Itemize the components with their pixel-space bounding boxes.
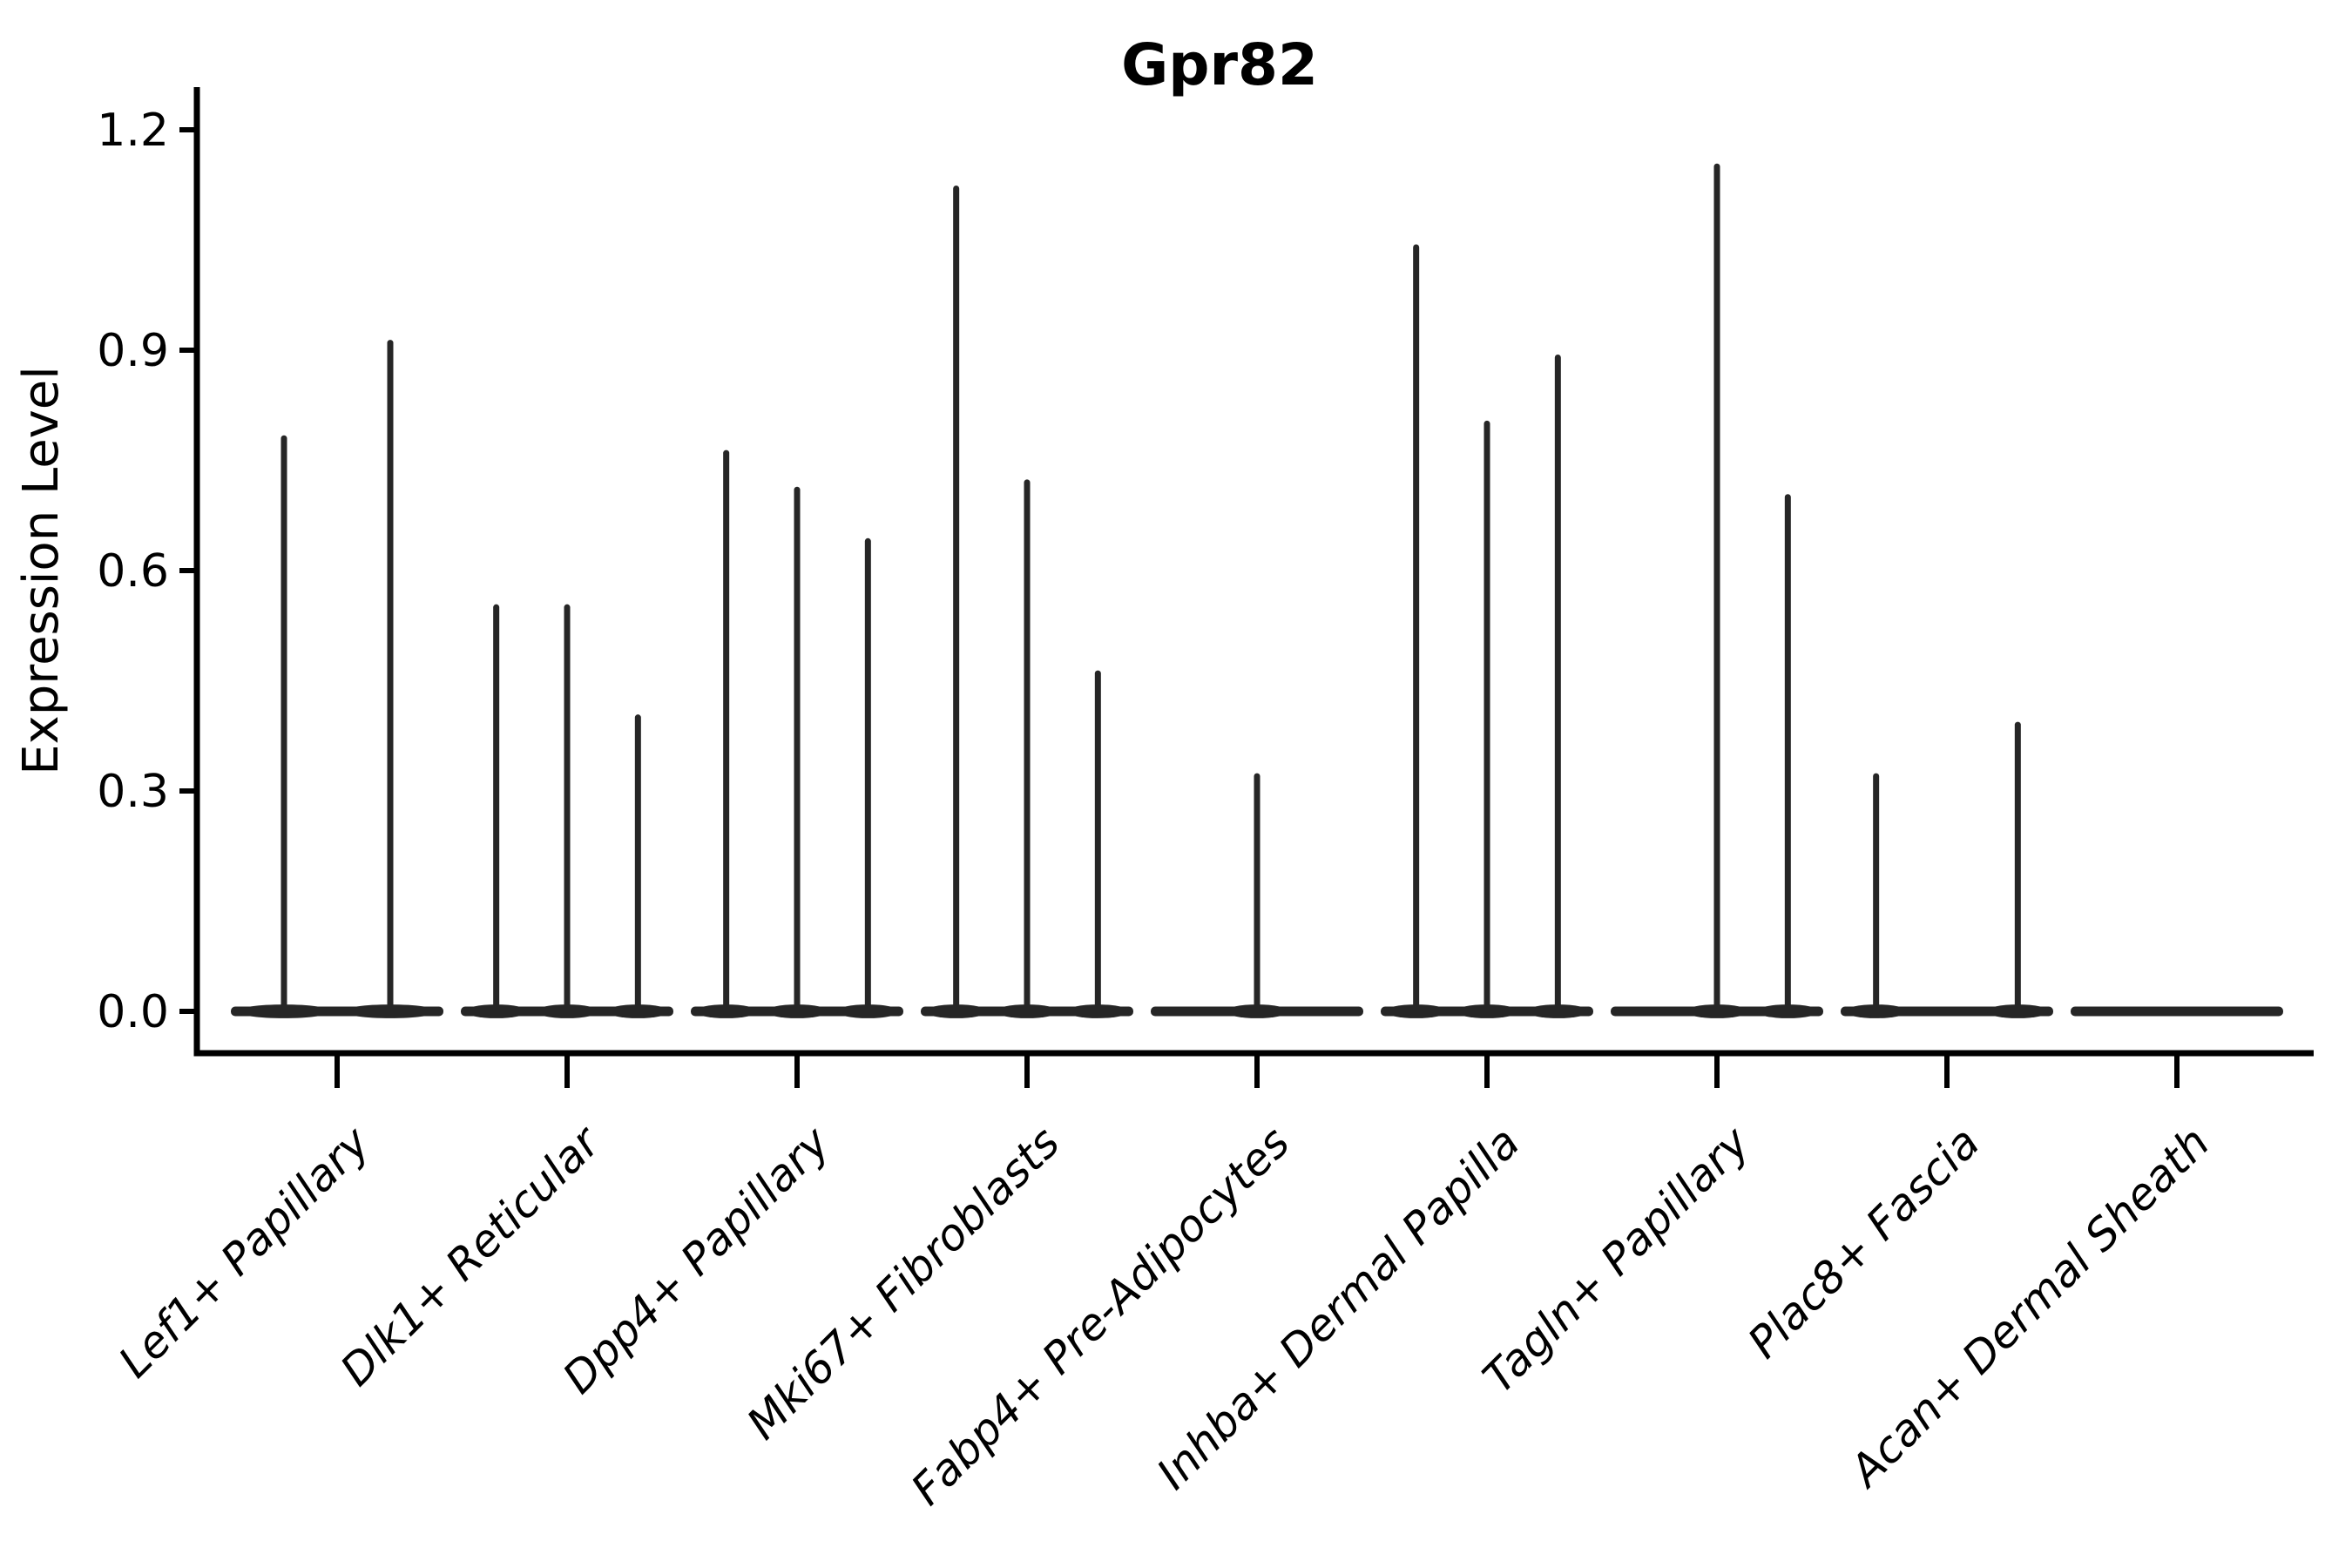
y-axis-label: Expression Level — [13, 366, 70, 775]
violins — [231, 163, 2283, 1018]
y-tick-label: 1.2 — [97, 105, 169, 157]
x-tick-label: Inhba+ Dermal Papilla — [1147, 1117, 1529, 1498]
x-tick-label: Lef1+ Papillary — [109, 1116, 380, 1387]
y-tick-label: 0.6 — [97, 545, 169, 598]
x-tick-label: Plac8+ Fascia — [1739, 1117, 1990, 1368]
axes — [179, 87, 2314, 1088]
chart-title: Gpr82 — [1121, 31, 1318, 98]
y-tick-label: 0.9 — [97, 325, 169, 377]
y-tick-label: 0.3 — [97, 766, 169, 818]
y-tick-label: 0.0 — [97, 986, 169, 1038]
violin-base — [2071, 1006, 2283, 1017]
x-tick-label: Fabp4+ Pre-Adipocytes — [902, 1117, 1300, 1515]
